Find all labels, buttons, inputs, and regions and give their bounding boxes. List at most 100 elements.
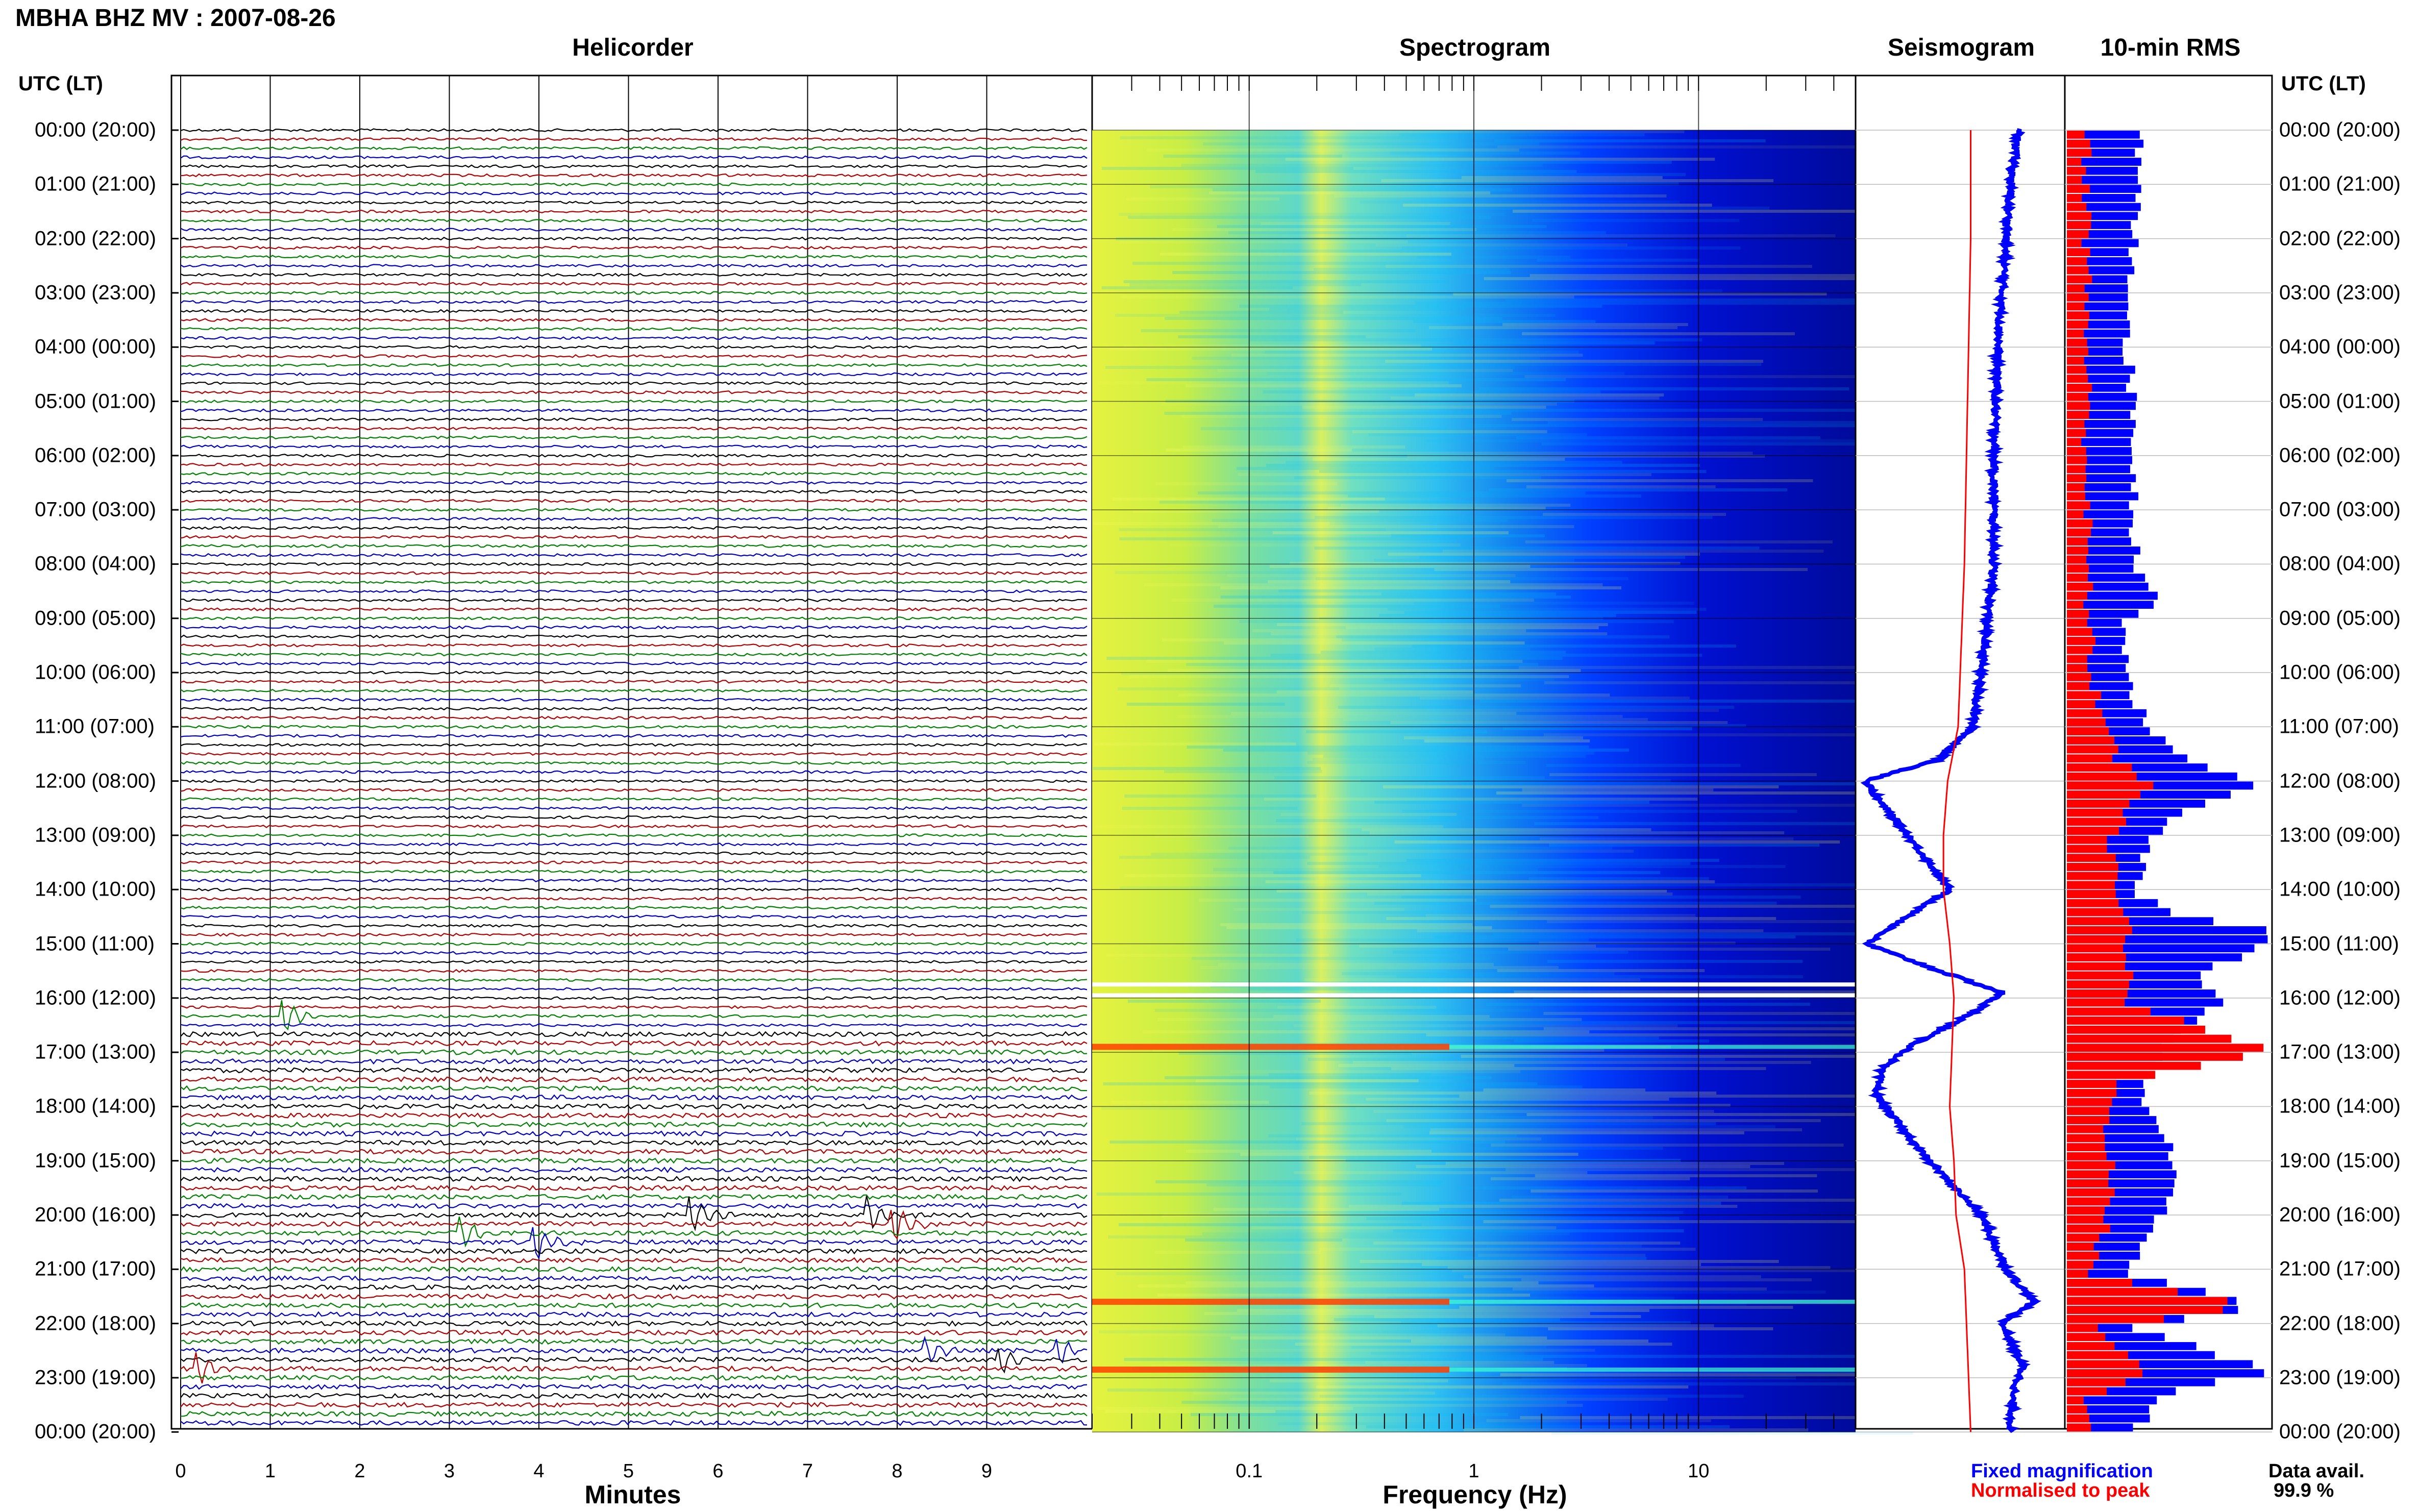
spectrogram-texture [1491,1144,1844,1147]
hour-tick-label: 09:00 (05:00) [35,607,156,630]
helicorder-title: Helicorder [572,34,694,61]
rms-panel [2064,75,2273,1432]
spectrogram-texture [1342,972,1615,975]
rms-normalised-bar [2067,510,2084,518]
spectrogram-texture [1155,834,1309,837]
spectrogram-texture [1302,406,1546,409]
rms-fixed-bar [2067,1405,2150,1414]
spectrogram-texture [1396,975,1804,978]
rms-normalised-bar [2067,402,2090,410]
helicorder-trace [180,671,1088,675]
spectrogram-texture [1315,577,1628,580]
hour-tick-label: 13:00 (09:00) [35,824,156,847]
spectrogram-texture [1348,1205,1738,1208]
rms-normalised-bar [2067,953,2126,961]
minute-tick-label: 9 [981,1460,993,1482]
spectrogram-texture [1412,645,1736,648]
rms-normalised-bar [2067,537,2088,546]
rms-normalised-bar [2067,1315,2164,1323]
spectrogram-texture [1119,537,1472,540]
spectrogram-texture [1539,837,1794,840]
rms-normalised-bar [2067,601,2084,609]
rms-normalised-bar [2067,980,2129,989]
spectrogram-texture [1425,914,1696,917]
helicorder-trace [180,481,1088,485]
spectrogram-texture [1531,1189,1818,1193]
spectrogram-texture [1186,663,1538,666]
helicorder-trace [180,363,1088,367]
spectrogram-texture [1159,253,1451,256]
spectrogram-texture [1202,1232,1570,1235]
spectrogram-texture [1465,424,1896,427]
spectrogram-texture [1392,951,1628,954]
helicorder-trace [180,734,1088,738]
hour-tick-label: 19:00 (15:00) [2279,1149,2401,1172]
spectrogram-texture [1467,883,1855,886]
spectrogram-texture [1223,749,1629,752]
rms-normalised-bar [2067,1116,2110,1124]
spectrogram-texture [1407,455,1765,458]
spectrogram-texture [1502,727,1692,730]
rms-normalised-bar [2067,501,2090,510]
rms-fixed-bar [2067,438,2131,447]
spectrogram-texture [1490,905,1880,908]
rms-normalised-bar [2067,1414,2089,1423]
spectrogram-texture [1319,1395,1744,1398]
hour-tick-label: 00:00 (20:00) [2279,1420,2401,1443]
spectrogram-texture [1181,415,1502,418]
spectrogram-texture [1151,1364,1587,1367]
spectrogram-texture [1270,1085,1583,1088]
spectrogram-texture [1385,265,1812,268]
spectrogram-texture [1192,957,1490,960]
rms-normalised-bar [2067,1306,2223,1314]
spectrogram-texture [1379,614,1616,617]
spectrogram-texture [1460,289,1722,292]
spectrogram-texture [1164,770,1322,773]
spectrogram-texture [1463,1275,1761,1278]
helicorder-trace [180,327,1088,331]
spectrogram-texture [1401,1202,1721,1205]
helicorder-trace [180,128,1088,132]
rms-normalised-bar [2067,492,2085,501]
frequency-axis-label: Frequency (Hz) [1383,1480,1567,1509]
spectrogram-texture [1436,1257,1647,1260]
hour-tick-label: 23:00 (19:00) [35,1366,156,1389]
spectrogram-texture [1366,1217,1680,1220]
spectrogram-texture [1518,666,1938,669]
spectrogram-texture [1374,648,1531,651]
spectrogram-texture [1388,608,1707,611]
helicorder-trace [180,960,1088,964]
helicorder-trace [180,625,1088,630]
rms-normalised-bar [2067,419,2085,428]
spectrogram-texture [1269,308,1469,311]
rms-normalised-bar [2067,1143,2105,1151]
spectrogram-texture [1513,210,1860,213]
rms-normalised-bar [2067,384,2092,392]
spectrogram-texture [1376,243,1628,246]
spectrogram-texture [1549,844,1820,847]
spectrogram-texture [1442,550,1824,553]
spectrogram-texture [1543,733,1917,736]
spectrogram-texture [1269,1211,1684,1214]
helicorder-trace [180,309,1088,313]
spectrogram-texture [1500,1373,1906,1376]
helicorder-trace [180,1112,1088,1119]
rms-normalised-bar [2067,609,2089,618]
hour-tick-label: 02:00 (22:00) [35,227,156,250]
spectrogram-texture [1278,1422,1580,1425]
rms-normalised-bar [2067,1423,2091,1432]
helicorder-trace [180,634,1088,638]
hour-tick-label: 07:00 (03:00) [35,498,156,521]
spectrogram-texture [1474,1021,1902,1024]
rms-normalised-bar [2067,574,2088,582]
rms-normalised-bar [2067,1378,2126,1386]
spectrogram-texture [1424,739,1590,742]
spectrogram-texture [1274,776,1545,779]
minutes-axis-label: Minutes [584,1480,681,1509]
spectrogram-texture [1286,461,1622,464]
spectrogram-texture [1127,1000,1321,1003]
rms-normalised-bar [2067,203,2087,211]
rms-normalised-bar [2067,1287,2178,1296]
helicorder-trace [180,1058,1088,1065]
spectrogram-texture [1539,941,1736,945]
